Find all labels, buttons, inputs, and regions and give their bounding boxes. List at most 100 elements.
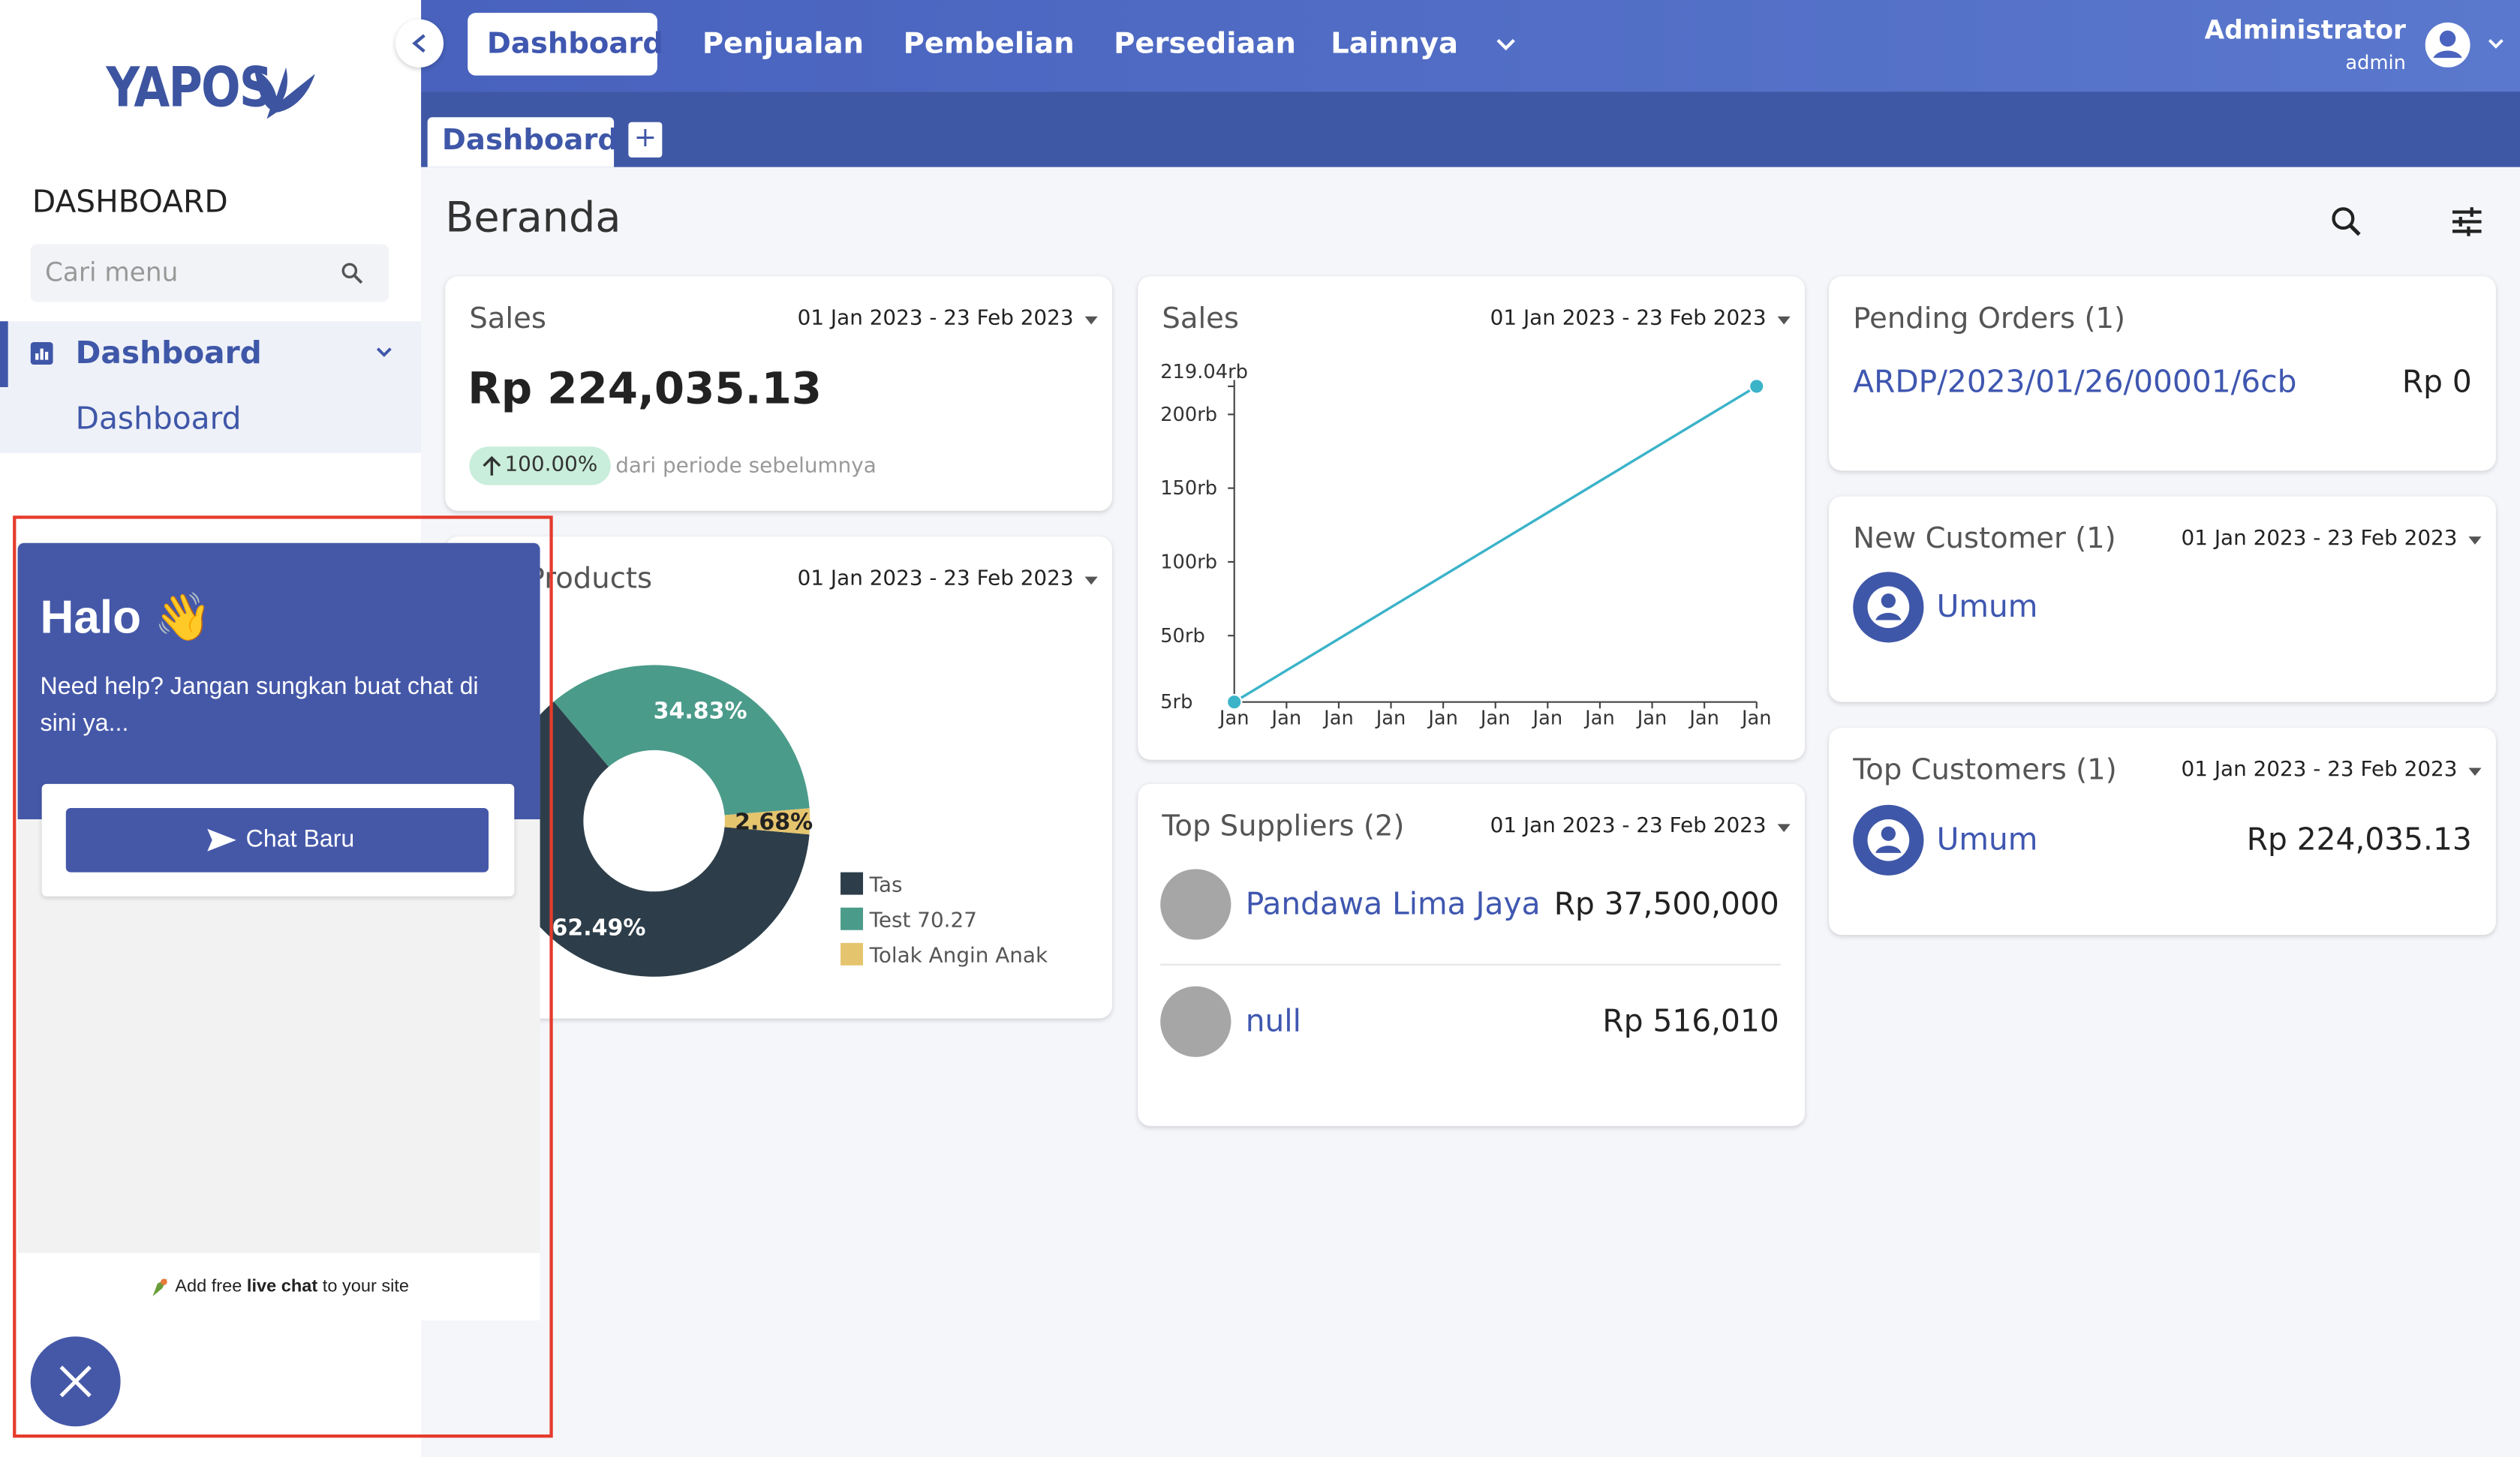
pie-slice bbox=[724, 808, 810, 835]
order-amount: Rp 0 bbox=[2401, 365, 2472, 401]
footer-icon bbox=[153, 1278, 168, 1297]
customer-name[interactable]: Umum bbox=[1936, 822, 2038, 858]
highlight-box bbox=[13, 515, 553, 1438]
x-tick-label: Jan bbox=[1271, 707, 1302, 730]
customer-avatar bbox=[1853, 804, 1924, 876]
section-title: DASHBOARD bbox=[32, 185, 228, 221]
tab-add[interactable]: + bbox=[628, 122, 663, 158]
y-tick-label: 5rb bbox=[1160, 691, 1192, 713]
order-code[interactable]: ARDP/2023/01/26/00001/6cb bbox=[1853, 365, 2297, 401]
supplier-name[interactable]: Pandawa Lima Jaya bbox=[1245, 886, 1541, 922]
pie-chart: 62.49% 34.83% 2.68% Tas Test 70.27 Tolak Angi… bbox=[498, 665, 1048, 977]
date-range[interactable]: 01 Jan 2023 - 23 Feb 2023 bbox=[1490, 814, 1791, 839]
date-range[interactable]: 01 Jan 2023 - 23 Feb 2023 bbox=[1490, 306, 1791, 332]
date-range[interactable]: 01 Jan 2023 - 23 Feb 2023 bbox=[797, 566, 1098, 591]
menu-icon bbox=[30, 342, 53, 365]
date-range[interactable]: 01 Jan 2023 - 23 Feb 2023 bbox=[2181, 527, 2482, 551]
settings-button[interactable] bbox=[2451, 206, 2483, 238]
footer-bold: live chat bbox=[246, 1277, 318, 1296]
legend-swatch bbox=[841, 907, 864, 930]
nav-active-bg bbox=[468, 13, 657, 76]
page-title: Beranda bbox=[445, 194, 621, 243]
legend-swatch bbox=[841, 942, 864, 966]
submenu-item[interactable]: Dashboard bbox=[75, 401, 242, 437]
chat-close[interactable] bbox=[30, 1336, 121, 1427]
nav-more[interactable] bbox=[1495, 37, 1517, 53]
nav-item[interactable]: Persediaan bbox=[1114, 27, 1296, 62]
change-value: 100.00% bbox=[504, 452, 598, 477]
nav-item[interactable]: Dashboard bbox=[486, 27, 664, 62]
menu-search[interactable]: Cari menu bbox=[30, 244, 389, 302]
chat-button-label: Chat Baru bbox=[245, 825, 355, 853]
navbar: Dashboard Penjualan Pembelian Persediaan… bbox=[421, 0, 2520, 92]
brand-logo bbox=[254, 67, 315, 119]
close-icon bbox=[59, 1365, 92, 1398]
supplier-name[interactable]: null bbox=[1245, 1004, 1301, 1040]
chat-header bbox=[17, 542, 540, 819]
change-badge: 100.00% bbox=[469, 446, 611, 485]
collapse-button[interactable] bbox=[395, 19, 444, 68]
tab[interactable]: Dashboard bbox=[427, 117, 618, 167]
pie-slice bbox=[498, 701, 810, 977]
y-tick-label: 150rb bbox=[1160, 477, 1217, 500]
sales-amount: Rp 224,035.13 bbox=[468, 365, 822, 415]
x-tick-label: Jan bbox=[1375, 707, 1406, 730]
top-customers-card: Top Customers (1) 01 Jan 2023 - 23 Feb 2… bbox=[1829, 727, 2496, 936]
footer-text: Add free bbox=[175, 1277, 242, 1296]
search-button[interactable] bbox=[2330, 206, 2362, 238]
x-tick-label: Jan bbox=[1322, 707, 1354, 730]
user-role: admin bbox=[2345, 51, 2406, 74]
card-title: Sales bbox=[1162, 302, 1239, 336]
pending-card: Pending Orders (1) ARDP/2023/01/26/00001… bbox=[1829, 276, 2496, 471]
slice-label: 62.49% bbox=[552, 915, 646, 941]
menu-item[interactable]: Dashboard bbox=[75, 335, 262, 371]
chat-button[interactable]: Chat Baru bbox=[65, 807, 489, 873]
user-avatar[interactable] bbox=[2425, 22, 2506, 68]
line-series bbox=[1233, 385, 1758, 704]
sales-card: Sales 01 Jan 2023 - 23 Feb 2023 Rp 224,0… bbox=[445, 276, 1112, 511]
legend-swatch bbox=[841, 872, 864, 895]
nav-item[interactable]: Penjualan bbox=[702, 27, 865, 62]
products-card: Top Products 01 Jan 2023 - 23 Feb 2023 6… bbox=[445, 536, 1112, 1019]
sales-chart-card: Sales 01 Jan 2023 - 23 Feb 2023 5rb 50rb 1… bbox=[1138, 276, 1805, 760]
divider bbox=[1160, 963, 1781, 966]
tab-bar: Dashboard + bbox=[421, 92, 2520, 167]
supplier-amount: Rp 37,500,000 bbox=[1553, 886, 1779, 922]
customer-name[interactable]: Umum bbox=[1936, 589, 2038, 625]
nav-item[interactable]: Lainnya bbox=[1331, 27, 1459, 62]
send-icon bbox=[207, 828, 236, 852]
chat-footer[interactable]: Add free live chat to your site bbox=[17, 1253, 540, 1320]
date-range[interactable]: 01 Jan 2023 - 23 Feb 2023 bbox=[2181, 758, 2482, 783]
chat-panel: Halo 👋 Need help? Jangan sungkan buat ch… bbox=[17, 542, 540, 1320]
change-note: dari periode sebelumnya bbox=[615, 454, 877, 479]
customer-amount: Rp 224,035.13 bbox=[2246, 822, 2472, 858]
line-point bbox=[1226, 693, 1243, 710]
suppliers-card: Top Suppliers (2) 01 Jan 2023 - 23 Feb 2… bbox=[1138, 783, 1805, 1126]
date-range[interactable]: 01 Jan 2023 - 23 Feb 2023 bbox=[797, 306, 1098, 332]
chat-card: Chat Baru bbox=[41, 783, 515, 897]
card-title: Top Customers (1) bbox=[1853, 753, 2117, 788]
x-tick-label: Jan bbox=[1218, 707, 1249, 730]
legend-label: Test 70.27 bbox=[869, 907, 977, 932]
card-title: Top Suppliers (2) bbox=[1162, 810, 1405, 844]
card-title: Sales bbox=[469, 302, 546, 336]
footer-text: to your site bbox=[322, 1277, 410, 1296]
line-point bbox=[1749, 378, 1765, 395]
line-chart: 5rb 50rb 100rb 150rb 200rb 219.04rb Jan Jan Jan J… bbox=[1160, 361, 1771, 730]
slice-label: 2.68% bbox=[735, 809, 813, 835]
new-customer-card: New Customer (1) 01 Jan 2023 - 23 Feb 20… bbox=[1829, 496, 2496, 702]
supplier-amount: Rp 516,010 bbox=[1602, 1004, 1779, 1040]
active-indicator bbox=[0, 321, 8, 388]
chat-greeting: Halo 👋 bbox=[40, 593, 212, 644]
x-tick-label: Jan bbox=[1532, 707, 1563, 730]
search-placeholder: Cari menu bbox=[44, 257, 179, 288]
y-tick-label: 100rb bbox=[1160, 551, 1217, 573]
y-tick-label: 50rb bbox=[1160, 625, 1205, 647]
nav-item[interactable]: Pembelian bbox=[903, 27, 1075, 62]
tab-label: Dashboard bbox=[441, 123, 619, 158]
x-tick-label: Jan bbox=[1479, 707, 1511, 730]
x-tick-label: Jan bbox=[1688, 707, 1719, 730]
person-icon bbox=[1867, 819, 1910, 861]
